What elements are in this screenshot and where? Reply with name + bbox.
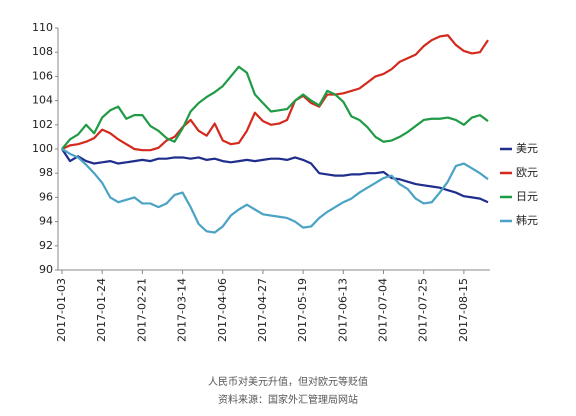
- y-tick-label: 94: [39, 215, 53, 228]
- y-tick-label: 96: [39, 190, 53, 203]
- x-tick-label: 2017-05-19: [296, 278, 309, 342]
- line-series: [61, 34, 489, 152]
- x-tick-label: 2017-02-21: [135, 278, 148, 342]
- x-tick-label: 2017-03-14: [176, 278, 189, 342]
- y-tick-label: 108: [32, 45, 53, 58]
- legend-label: 欧元: [516, 166, 538, 179]
- legend-label: 美元: [516, 142, 538, 155]
- line-series: [61, 65, 489, 150]
- x-tick-label: 2017-07-04: [377, 278, 390, 342]
- y-tick-label: 92: [39, 239, 53, 252]
- x-tick-label: 2017-04-27: [256, 278, 269, 342]
- y-tick-label: 106: [32, 69, 53, 82]
- source: 资料来源：国家外汇管理局网站: [218, 393, 358, 406]
- x-tick-label: 2017-06-13: [336, 278, 349, 342]
- y-tick-label: 110: [32, 21, 53, 34]
- x-tick-label: 2017-07-25: [417, 278, 430, 342]
- caption: 人民币对美元升值，但对欧元等贬值: [208, 375, 368, 388]
- line-series: [61, 148, 489, 204]
- x-tick-label: 2017-04-06: [216, 278, 229, 342]
- y-tick-label: 104: [32, 94, 53, 107]
- x-tick-label: 2017-01-03: [55, 278, 68, 342]
- y-tick-label: 90: [39, 263, 53, 276]
- y-tick-label: 102: [32, 118, 53, 131]
- legend-label: 日元: [516, 190, 538, 203]
- line-series: [61, 148, 489, 234]
- legend-label: 韩元: [516, 213, 538, 227]
- x-tick-label: 2017-08-15: [457, 278, 470, 342]
- y-tick-label: 98: [39, 166, 53, 179]
- x-tick-label: 2017-01-24: [95, 278, 108, 342]
- y-tick-label: 100: [32, 142, 53, 155]
